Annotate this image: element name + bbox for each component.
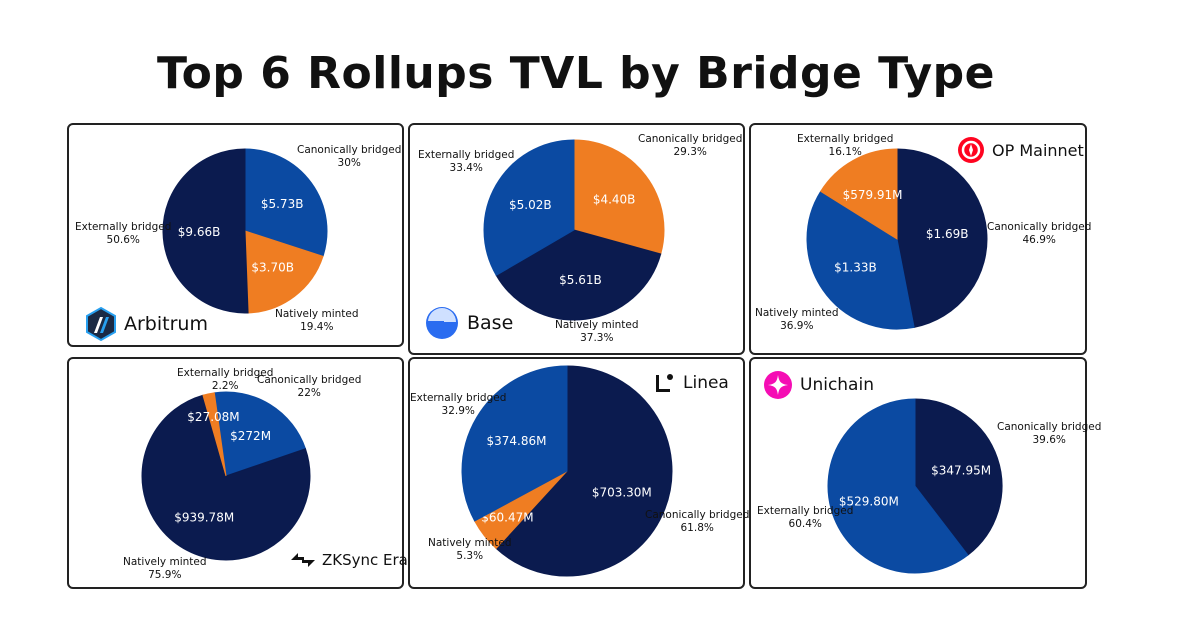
slice-label-external: Externally bridged 60.4% (757, 505, 854, 530)
pie-slice-canonically-bridged (573, 139, 665, 255)
chain-name: Linea (683, 373, 729, 393)
chart-panel-arbitrum: $5.73B $3.70B $9.66B Canonically bridged 30… (67, 123, 404, 347)
slice-value-label: $9.66B (178, 225, 221, 239)
slice-label-native: Natively minted 5.3% (428, 537, 512, 562)
slice-label-native: Natively minted 37.3% (555, 319, 639, 344)
chain-logo-linea: Linea (654, 372, 729, 394)
pie-slice-externally-bridged (202, 392, 227, 477)
pie-chart-zksync-era: $272M $939.78M $27.08M (141, 391, 311, 561)
slice-value-label: $374.86M (486, 434, 546, 448)
slice-value-label: $1.33B (834, 261, 877, 275)
chain-logo-unichain: Unichain (763, 370, 874, 400)
slice-value-label: $529.80M (839, 495, 899, 509)
base-icon (426, 307, 458, 339)
slice-value-label: $1.69B (926, 227, 969, 241)
slice-value-label: $27.08M (187, 410, 239, 424)
chain-name: Unichain (800, 375, 874, 395)
slice-label-native: Natively minted 36.9% (755, 307, 839, 332)
chain-logo-zksync-era: ZKSync Era (291, 551, 408, 569)
chain-name: Base (467, 312, 514, 334)
slice-value-label: $5.61B (559, 273, 602, 287)
slice-label-canonical: Canonically bridged 22% (257, 374, 362, 399)
pie-slice-canonically-bridged (495, 365, 673, 577)
pie-chart-op-mainnet: $1.69B $1.33B $579.91M (806, 148, 988, 330)
arbitrum-icon (86, 306, 116, 342)
pie-chart-base: $4.40B $5.61B $5.02B (483, 139, 665, 321)
pie-slice-natively-minted (141, 394, 311, 561)
op-mainnet-icon (958, 137, 984, 163)
slice-label-native: Natively minted 19.4% (275, 308, 359, 333)
pie-chart-arbitrum: $5.73B $3.70B $9.66B (162, 148, 328, 314)
slice-label-native: Natively minted 75.9% (123, 556, 207, 581)
slice-value-label: $939.78M (174, 511, 234, 525)
pie-slice-externally-bridged (819, 148, 898, 240)
chain-logo-op-mainnet: OP Mainnet (957, 136, 1084, 164)
pie-slice-canonically-bridged (213, 391, 307, 477)
slice-label-canonical: Canonically bridged 30% (297, 144, 402, 169)
pie-slice-natively-minted (806, 190, 915, 330)
pie-slice-canonically-bridged (914, 398, 1003, 556)
pie-chart-linea: $703.30M $60.47M $374.86M (461, 365, 673, 577)
chart-panel-unichain: $347.95M $529.80M Canonically bridged 39.6… (749, 357, 1101, 589)
pie-chart-unichain: $347.95M $529.80M (827, 398, 1003, 574)
chain-name: Arbitrum (124, 313, 208, 335)
pie-slice-externally-bridged (162, 148, 249, 314)
chain-name: ZKSync Era (322, 551, 408, 569)
unichain-icon (764, 371, 792, 399)
chain-logo-base: Base (424, 305, 513, 341)
pie-slice-natively-minted (495, 229, 662, 321)
slice-value-label: $272M (230, 429, 271, 443)
chart-panel-zksync-era: $272M $939.78M $27.08M Canonically bridged… (67, 357, 408, 589)
chain-logo-arbitrum: Arbitrum (85, 306, 208, 342)
slice-label-canonical: Canonically bridged 29.3% (638, 133, 743, 158)
slice-label-external: Externally bridged 16.1% (797, 133, 894, 158)
slice-value-label: $5.02B (509, 198, 552, 212)
slice-label-external: Externally bridged 2.2% (177, 367, 274, 392)
slice-value-label: $5.73B (261, 197, 304, 211)
pie-slice-externally-bridged (483, 139, 575, 277)
pie-slice-canonically-bridged (896, 148, 988, 328)
linea-icon (656, 374, 673, 392)
pie-slice-externally-bridged (461, 365, 568, 522)
pie-slice-canonically-bridged (244, 148, 328, 257)
chart-panel-linea: $703.30M $60.47M $374.86M Canonically brid… (408, 357, 749, 589)
slice-label-canonical: Canonically bridged 39.6% (997, 421, 1102, 446)
slice-label-external: Externally bridged 50.6% (75, 221, 172, 246)
chain-name: OP Mainnet (992, 140, 1084, 160)
slice-value-label: $579.91M (843, 188, 903, 202)
page-title: Top 6 Rollups TVL by Bridge Type (157, 48, 995, 99)
zksync-icon (291, 553, 315, 567)
chart-panel-base: $4.40B $5.61B $5.02B Canonically bridged 29… (408, 123, 745, 355)
pie-slice-natively-minted (244, 230, 324, 314)
slice-label-canonical: Canonically bridged 46.9% (987, 221, 1092, 246)
slice-value-label: $60.47M (481, 511, 533, 525)
slice-value-label: $4.40B (593, 192, 636, 206)
chart-panel-op-mainnet: $1.69B $1.33B $579.91M Canonically bridged… (749, 123, 1091, 355)
slice-label-canonical: Canonically bridged 61.8% (645, 509, 750, 534)
slice-label-external: Externally bridged 33.4% (418, 149, 515, 174)
slice-value-label: $347.95M (931, 463, 991, 477)
slice-value-label: $3.70B (251, 261, 294, 275)
slice-value-label: $703.30M (592, 485, 652, 499)
pie-slice-externally-bridged (827, 398, 969, 574)
slice-label-external: Externally bridged 32.9% (410, 392, 507, 417)
